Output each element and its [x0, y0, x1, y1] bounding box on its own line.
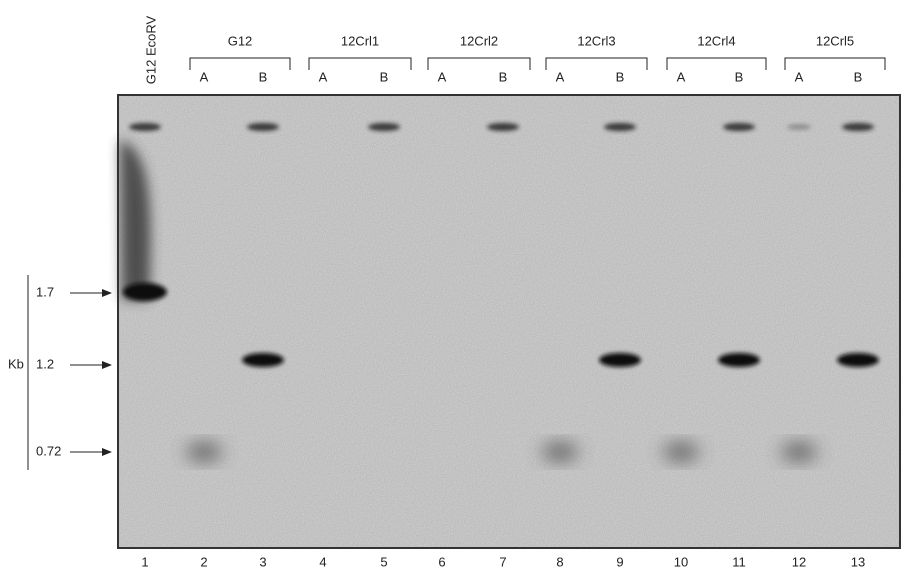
size-marker-label: 1.7	[36, 284, 54, 299]
lane-number: 10	[674, 554, 688, 569]
group-label: 12Crl5	[816, 33, 854, 48]
lane-number: 5	[380, 554, 387, 569]
group-bracket	[308, 57, 412, 70]
group-bracket	[784, 57, 886, 70]
band	[123, 283, 167, 301]
band	[604, 123, 636, 131]
lane-number: 12	[792, 554, 806, 569]
gel-border	[117, 94, 901, 549]
group-bracket	[666, 57, 767, 70]
lane-sublabel: A	[556, 69, 565, 84]
lane-number: 7	[499, 554, 506, 569]
band	[787, 124, 811, 130]
lane-sublabel: B	[616, 69, 625, 84]
lane-header: G12 EcoRV	[143, 15, 158, 84]
lane-number: 4	[319, 554, 326, 569]
band	[723, 123, 755, 131]
band	[599, 353, 641, 367]
group-label: 12Crl4	[697, 33, 735, 48]
lane-sublabel: A	[677, 69, 686, 84]
lane-number: 9	[616, 554, 623, 569]
lane-sublabel: B	[380, 69, 389, 84]
size-marker-label: 1.2	[36, 356, 54, 371]
lane-number: 6	[438, 554, 445, 569]
band	[837, 353, 879, 367]
group-label: 12Crl2	[460, 33, 498, 48]
band	[242, 353, 284, 367]
group-label: G12	[228, 33, 253, 48]
band	[247, 123, 279, 131]
group-bracket	[427, 57, 531, 70]
marker-arrowhead	[102, 448, 112, 456]
marker-arrowhead	[102, 289, 112, 297]
lane-sublabel: A	[795, 69, 804, 84]
gel-noise	[118, 95, 900, 548]
lane-sublabel: A	[319, 69, 328, 84]
lane-number: 1	[141, 554, 148, 569]
lane-sublabel: B	[259, 69, 268, 84]
lane-sublabel: B	[499, 69, 508, 84]
marker-arrowhead	[102, 361, 112, 369]
band	[186, 443, 222, 461]
group-label: 12Crl1	[341, 33, 379, 48]
band	[368, 123, 400, 131]
size-marker-label: 0.72	[36, 443, 61, 458]
lane-number: 2	[200, 554, 207, 569]
band	[663, 443, 699, 461]
lane-sublabel: B	[735, 69, 744, 84]
band	[842, 123, 874, 131]
lane-number: 3	[259, 554, 266, 569]
lane-sublabel: A	[438, 69, 447, 84]
smear	[120, 140, 151, 300]
band	[718, 353, 760, 367]
band	[129, 123, 161, 131]
group-bracket	[545, 57, 648, 70]
band	[487, 123, 519, 131]
lane-sublabel: B	[854, 69, 863, 84]
lane-number: 8	[556, 554, 563, 569]
band	[781, 443, 817, 461]
group-bracket	[189, 57, 291, 70]
lane-number: 13	[851, 554, 865, 569]
lane-sublabel: A	[200, 69, 209, 84]
group-label: 12Crl3	[577, 33, 615, 48]
bands	[120, 123, 879, 461]
band	[542, 443, 578, 461]
lane-number: 11	[732, 554, 746, 569]
unit-label: Kb	[8, 356, 24, 371]
